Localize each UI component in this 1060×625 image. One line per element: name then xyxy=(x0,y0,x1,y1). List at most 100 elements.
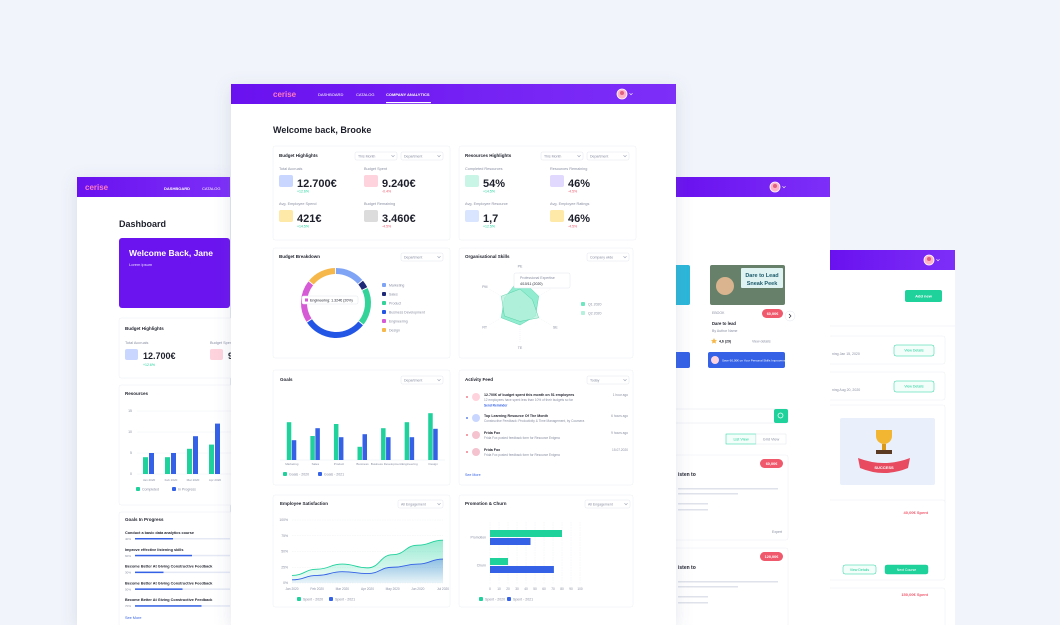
nav-link[interactable]: DASHBOARD xyxy=(318,92,343,97)
bar xyxy=(428,413,433,460)
header xyxy=(830,250,955,270)
goal-title: Improve effective listening skills xyxy=(125,548,183,552)
legend-label: Business Development xyxy=(389,311,425,315)
dropdown[interactable] xyxy=(397,499,444,509)
text-line xyxy=(678,602,708,604)
metric-label: Avg. Employee Ratings xyxy=(550,202,589,206)
left-screen: cerise DASHBOARD CATALOG Dashboard Welcome B… xyxy=(77,177,256,625)
text-line xyxy=(678,581,778,583)
legend-swatch xyxy=(507,597,511,601)
dropdown-label[interactable]: Company wide xyxy=(590,255,613,259)
dropdown-label[interactable]: Department xyxy=(404,378,422,382)
button[interactable] xyxy=(893,344,935,357)
x-tick-label: 80 xyxy=(560,587,564,591)
dropdown-label[interactable]: Department xyxy=(404,255,422,259)
metric-change: +14.5% xyxy=(297,225,309,229)
card-title: Organisational Skills xyxy=(465,254,510,259)
dropdown-label[interactable]: Today xyxy=(590,378,600,382)
promo-button[interactable] xyxy=(708,352,785,368)
chevron xyxy=(782,185,786,189)
promo-text[interactable]: Save 60,00€ on Your Personal Skills Impr… xyxy=(722,359,789,363)
avatar-face xyxy=(927,257,931,261)
button-label[interactable]: View Details xyxy=(904,349,923,353)
ribbon xyxy=(858,458,910,473)
dropdown[interactable] xyxy=(540,151,584,161)
activity-action[interactable]: Send Reminder xyxy=(484,404,508,408)
metric-change: -0.4% xyxy=(382,190,391,194)
x-tick-label: 100 xyxy=(577,587,583,591)
button-label[interactable]: View Details xyxy=(904,385,923,389)
legend-swatch xyxy=(283,472,287,476)
button-label[interactable]: Add new xyxy=(915,294,933,299)
view-details[interactable]: View details xyxy=(752,340,771,344)
card-title: Goals xyxy=(280,377,293,382)
y-tick-label: 75% xyxy=(281,534,288,538)
card xyxy=(272,247,451,359)
dropdown[interactable] xyxy=(584,499,631,509)
search-bar[interactable] xyxy=(670,408,789,424)
metric-value: 46% xyxy=(568,178,590,190)
dropdown[interactable] xyxy=(586,252,630,262)
x-tick-label: Business Development xyxy=(371,462,402,466)
dropdown[interactable] xyxy=(400,151,444,161)
header xyxy=(676,177,830,197)
search-button[interactable] xyxy=(774,409,788,423)
see-more[interactable]: See More xyxy=(125,616,141,620)
button[interactable] xyxy=(893,380,935,393)
dropdown[interactable] xyxy=(586,375,630,385)
progress-bar xyxy=(135,588,183,590)
image-banner xyxy=(741,268,783,288)
dropdown-label[interactable]: Department xyxy=(590,154,608,158)
nav-link[interactable]: CATALOG xyxy=(356,92,375,97)
radar-axis-label: TE xyxy=(518,346,523,350)
see-more[interactable]: See More xyxy=(465,473,481,477)
dropdown-label[interactable]: All Engagement xyxy=(401,502,426,506)
bar xyxy=(310,436,315,460)
metric-label: Resources Remaining xyxy=(550,167,587,171)
button[interactable] xyxy=(884,564,929,575)
view-toggle-label[interactable]: List View xyxy=(733,438,748,442)
price-badge xyxy=(762,309,783,318)
nav-link[interactable]: DASHBOARD xyxy=(164,186,190,191)
metric-value: 421€ xyxy=(297,213,321,225)
metric-icon xyxy=(550,175,564,187)
y-tick-label: 100% xyxy=(279,518,288,522)
bar xyxy=(209,444,214,474)
button-label[interactable]: Next Course xyxy=(897,568,917,572)
metric-change: +14.5% xyxy=(483,190,495,194)
y-tick-label: Promotion xyxy=(471,536,487,540)
button[interactable] xyxy=(905,290,942,302)
goal-percent: 60% xyxy=(125,554,131,558)
dropdown[interactable] xyxy=(400,252,444,262)
dropdown[interactable] xyxy=(400,375,444,385)
y-tick-label: 0% xyxy=(283,581,288,585)
x-tick-label: Feb 2020 xyxy=(165,478,178,482)
dropdown-label[interactable]: This Month xyxy=(358,154,375,158)
dropdown-label[interactable]: All Engagement xyxy=(588,502,613,506)
button-label[interactable]: View Details xyxy=(850,568,869,572)
button[interactable] xyxy=(842,564,877,575)
banner xyxy=(119,238,230,308)
donut-segment xyxy=(309,268,336,285)
carousel-arrow[interactable] xyxy=(784,310,796,322)
dropdown[interactable] xyxy=(354,151,398,161)
card xyxy=(272,369,451,486)
bullet xyxy=(466,396,468,398)
card xyxy=(458,494,634,608)
dropdown-label[interactable]: This Month xyxy=(544,154,561,158)
x-tick-label: Engineering xyxy=(402,462,418,466)
nav-link[interactable]: COMPANY ANALYTICS xyxy=(386,92,430,97)
view-toggle-label[interactable]: Grid View xyxy=(763,438,780,442)
view-toggle[interactable] xyxy=(755,433,787,445)
text-line xyxy=(678,596,708,598)
nav-link[interactable]: CATALOG xyxy=(202,186,221,191)
dropdown-label[interactable]: Department xyxy=(404,154,422,158)
x-tick-label: Jul 2020 xyxy=(437,587,449,591)
legend-swatch xyxy=(297,597,301,601)
bar xyxy=(193,436,198,474)
radar-axis-label: RT xyxy=(482,326,488,330)
session-card xyxy=(830,371,946,401)
area xyxy=(292,559,443,583)
metric-value: 12.700€ xyxy=(143,351,176,361)
dropdown[interactable] xyxy=(586,151,630,161)
